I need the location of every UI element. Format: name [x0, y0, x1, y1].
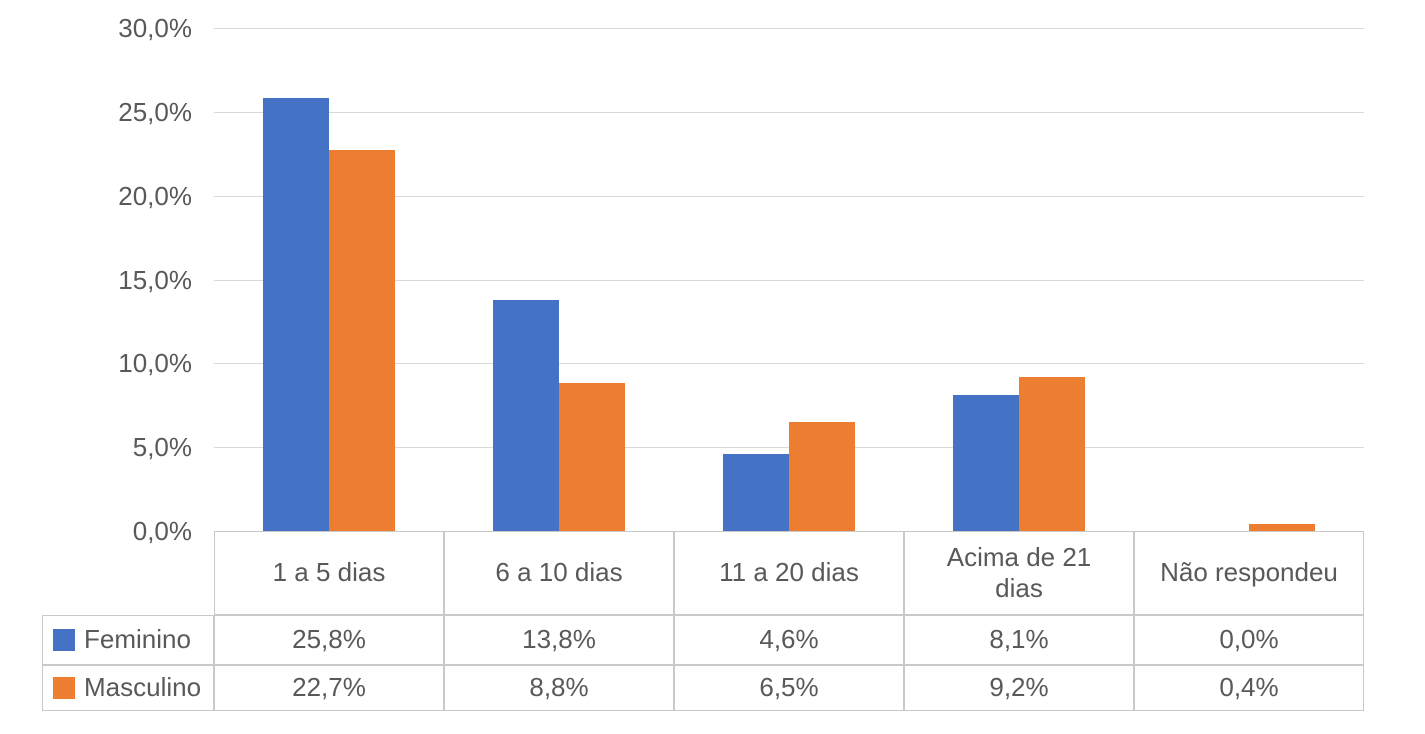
gridline [214, 363, 1364, 364]
legend-cell-feminino: Feminino [42, 615, 214, 665]
bar-masculino-6-a-10-dias [559, 383, 625, 531]
category-header-label: 6 a 10 dias [495, 557, 623, 588]
plot-area [214, 28, 1364, 532]
category-header-6-a-10-dias: 6 a 10 dias [444, 531, 674, 615]
value-cell-feminino-6-a-10-dias: 13,8% [444, 615, 674, 665]
bar-masculino-acima-de-21-dias [1019, 377, 1085, 531]
gridline [214, 112, 1364, 113]
value-cell-feminino-acima-de-21-dias: 8,1% [904, 615, 1134, 665]
category-header-label: Não respondeu [1160, 557, 1338, 588]
value-cell-masculino-6-a-10-dias: 8,8% [444, 665, 674, 711]
category-header-label: 1 a 5 dias [272, 557, 386, 588]
category-header-acima-de-21-dias: Acima de 21 dias [904, 531, 1134, 615]
gridline [214, 196, 1364, 197]
y-axis-tick-label: 20,0% [118, 181, 192, 211]
legend-marker-feminino [53, 629, 75, 651]
legend-cell-masculino: Masculino [42, 665, 214, 711]
value-cell-feminino-1-a-5-dias: 25,8% [214, 615, 444, 665]
y-axis-tick-label: 10,0% [118, 348, 192, 378]
gridline [214, 28, 1364, 29]
category-header-label: Acima de 21 dias [946, 541, 1092, 603]
value-cell-masculino-n-o-respondeu: 0,4% [1134, 665, 1364, 711]
value-cell-masculino-acima-de-21-dias: 9,2% [904, 665, 1134, 711]
value-cell-feminino-11-a-20-dias: 4,6% [674, 615, 904, 665]
y-axis-tick-label: 30,0% [118, 13, 192, 43]
y-axis-tick-label: 25,0% [118, 97, 192, 127]
legend-label-masculino: Masculino [84, 672, 202, 703]
legend-marker-masculino [53, 677, 75, 699]
gridline [214, 280, 1364, 281]
legend-label-feminino: Feminino [84, 624, 191, 655]
category-header-n-o-respondeu: Não respondeu [1134, 531, 1364, 615]
bar-masculino-1-a-5-dias [329, 150, 395, 531]
y-axis-tick-label: 0,0% [132, 516, 192, 546]
bar-masculino-11-a-20-dias [789, 422, 855, 531]
value-cell-masculino-11-a-20-dias: 6,5% [674, 665, 904, 711]
bar-feminino-6-a-10-dias [493, 300, 559, 531]
bar-feminino-1-a-5-dias [263, 98, 329, 531]
y-axis-tick-label: 5,0% [132, 432, 192, 462]
category-header-1-a-5-dias: 1 a 5 dias [214, 531, 444, 615]
bar-masculino-n-o-respondeu [1249, 524, 1315, 531]
bar-feminino-11-a-20-dias [723, 454, 789, 531]
bar-feminino-acima-de-21-dias [953, 395, 1019, 531]
value-cell-feminino-n-o-respondeu: 0,0% [1134, 615, 1364, 665]
category-header-label: 11 a 20 dias [719, 557, 859, 588]
value-cell-masculino-1-a-5-dias: 22,7% [214, 665, 444, 711]
y-axis-tick-label: 15,0% [118, 265, 192, 295]
category-header-11-a-20-dias: 11 a 20 dias [674, 531, 904, 615]
